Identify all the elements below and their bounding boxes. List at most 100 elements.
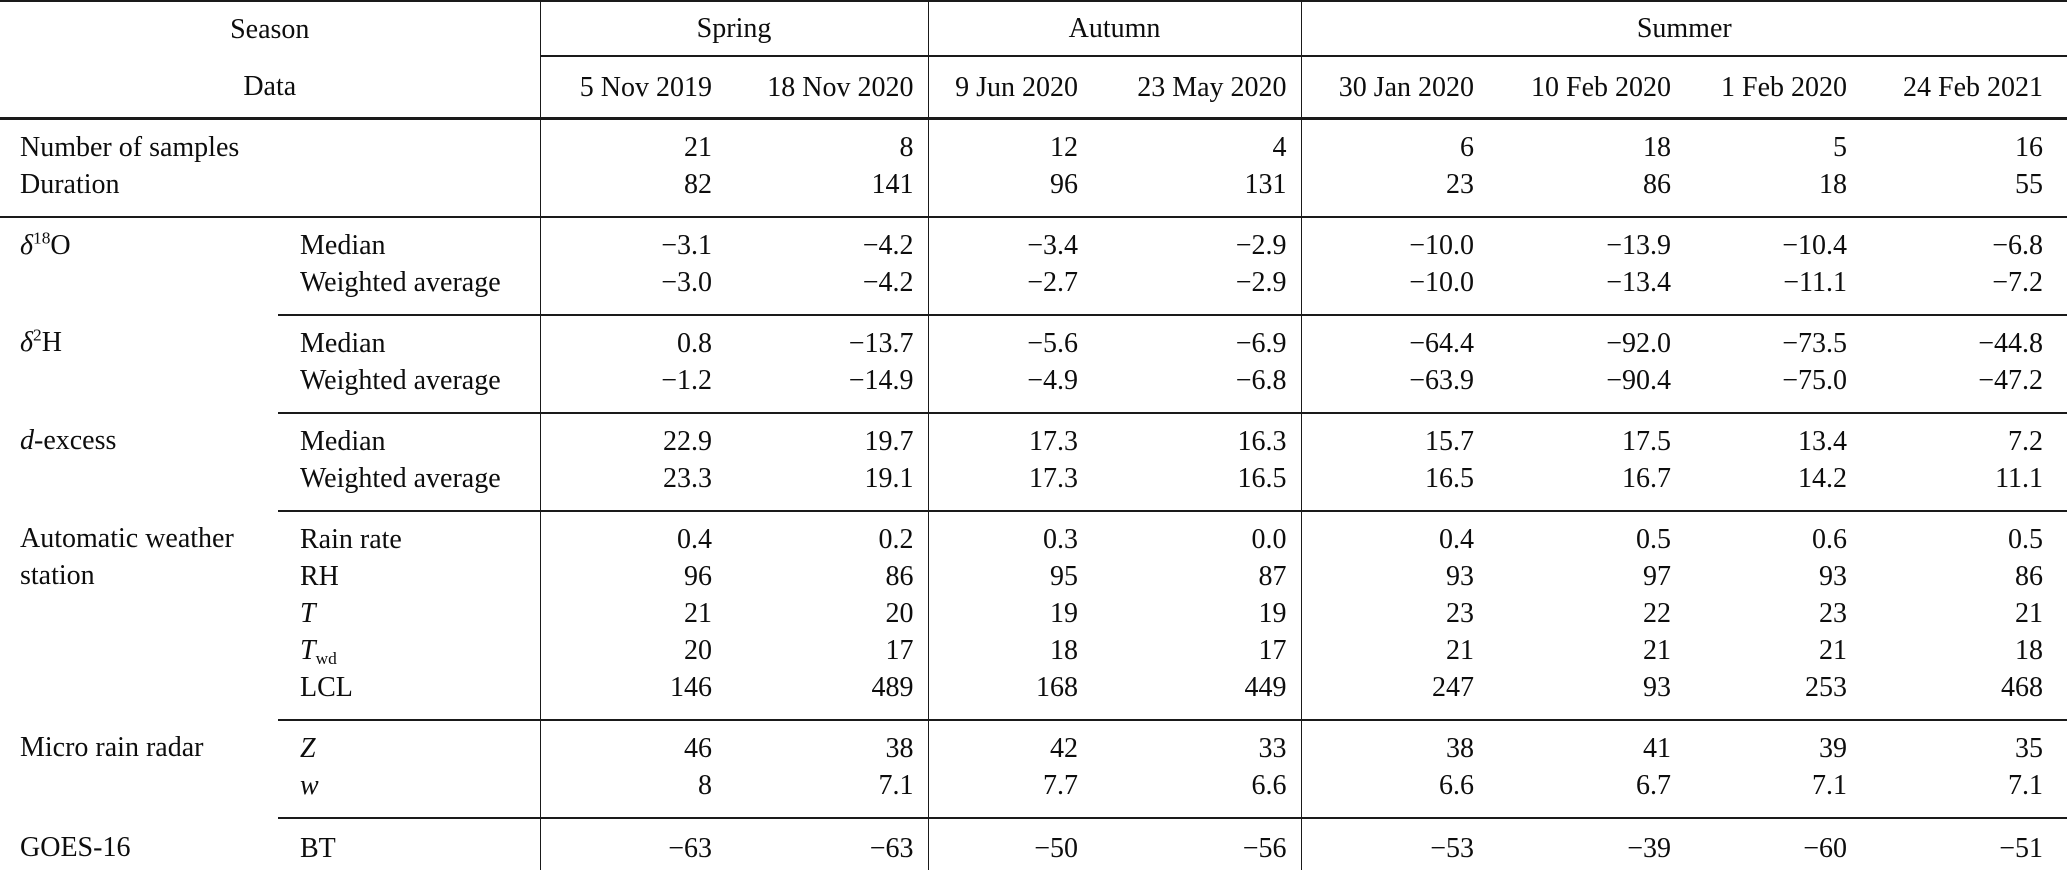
- wetbulb-subscript: wd: [315, 648, 337, 668]
- value-cell: −64.4: [1300, 315, 1489, 362]
- value-cell: −4.2: [726, 264, 929, 316]
- value-cell: 8: [899, 132, 914, 163]
- value-cell: −56: [1242, 833, 1287, 864]
- value-cell: 16.5: [1092, 460, 1302, 512]
- value-cell: 12: [927, 118, 1093, 166]
- value-cell: −60: [1803, 833, 1848, 864]
- value-cell: −10.0: [1300, 217, 1489, 264]
- value-cell: 16.3: [1237, 426, 1287, 457]
- value-cell: 21: [2015, 598, 2044, 629]
- value-cell: 97: [1643, 561, 1672, 592]
- table-row: RH 96 86 95 87 93 97 93 86: [0, 558, 2067, 595]
- value-cell: 247: [1300, 669, 1489, 721]
- value-cell: 96: [539, 558, 727, 595]
- date-column-header: 30 Jan 2020: [1300, 56, 1489, 120]
- value-cell: 131: [1092, 166, 1302, 218]
- row-metric-label: T: [278, 595, 540, 632]
- value-cell: −3.1: [539, 217, 727, 264]
- value-cell: −53: [1300, 818, 1489, 870]
- value-cell: 16.7: [1488, 460, 1686, 512]
- value-cell: 96: [927, 166, 1093, 218]
- row-metric-label: [278, 166, 541, 218]
- value-cell: −4.2: [862, 230, 914, 261]
- value-cell: −63: [869, 833, 914, 864]
- value-cell: 0.8: [539, 315, 727, 362]
- temperature-symbol: T: [300, 635, 316, 666]
- date-header-row: Data 5 Nov 2019 18 Nov 2020 9 Jun 2020 2…: [0, 56, 2067, 120]
- value-cell: 55: [1861, 166, 2067, 218]
- value-cell: 0.4: [1300, 511, 1489, 558]
- value-cell: 0.5: [1636, 524, 1672, 555]
- table-row: Number of samples 21 8 12 4 6 18 5 16: [0, 118, 2067, 167]
- date-column-header: 1 Feb 2020: [1685, 56, 1862, 120]
- date-column-header: 23 May 2020: [1092, 56, 1302, 120]
- value-cell: −3.4: [927, 217, 1093, 264]
- value-cell: −3.0: [539, 264, 727, 316]
- element-symbol: H: [41, 327, 62, 358]
- value-cell: 21: [539, 595, 727, 632]
- value-cell: −2.9: [1235, 230, 1287, 261]
- row-metric-label: Weighted average: [278, 460, 541, 512]
- value-cell: 20: [885, 598, 914, 629]
- date-column-header: 5 Nov 2019: [539, 56, 727, 120]
- value-cell: −6.9: [1235, 328, 1287, 359]
- row-metric-label: Median: [300, 426, 386, 457]
- isotope-superscript: 2: [33, 325, 42, 345]
- value-cell: 95: [927, 558, 1093, 595]
- value-cell: 17.3: [927, 460, 1093, 512]
- reflectivity-symbol: Z: [300, 733, 316, 764]
- value-cell: 82: [539, 166, 727, 218]
- value-cell: 6.6: [1300, 767, 1489, 819]
- group-mrr: Micro rain radar Z 46 38 42 33 38 41 39 …: [0, 720, 2067, 819]
- value-cell: 22.9: [539, 413, 727, 460]
- value-cell: −50: [927, 818, 1093, 870]
- value-cell: 0.4: [539, 511, 727, 558]
- value-cell: −1.2: [539, 362, 727, 414]
- row-metric-label: [278, 119, 540, 167]
- value-cell: 23: [1819, 598, 1848, 629]
- value-cell: 21: [539, 118, 727, 166]
- value-cell: 21: [1643, 635, 1672, 666]
- value-cell: 449: [1092, 669, 1302, 721]
- value-cell: 4: [1272, 132, 1287, 163]
- group-delta2h: δ2H Median 0.8 −13.7 −5.6 −6.9 −64.4 −92…: [0, 315, 2067, 414]
- fall-velocity-symbol: w: [300, 770, 319, 801]
- value-cell: 7.1: [726, 767, 929, 819]
- value-cell: 16: [2015, 132, 2044, 163]
- group-label-aws: Automatic weather station: [20, 523, 234, 591]
- value-cell: −2.7: [927, 264, 1093, 316]
- season-header-row: Season Spring Autumn Summer: [0, 1, 2067, 57]
- date-column-header: 9 Jun 2020: [927, 56, 1093, 120]
- value-cell: 8: [539, 767, 727, 819]
- table-row: δ18O Median −3.1 −4.2 −3.4 −2.9 −10.0 −1…: [0, 217, 2067, 264]
- value-cell: 17: [885, 635, 914, 666]
- value-cell: 86: [885, 561, 914, 592]
- value-cell: −39: [1627, 833, 1672, 864]
- value-cell: 23: [1300, 166, 1489, 218]
- date-column-header: 10 Feb 2020: [1488, 56, 1686, 120]
- value-cell: 489: [726, 669, 929, 721]
- row-metric-label: RH: [300, 561, 339, 592]
- isotope-superscript: 18: [33, 228, 51, 248]
- value-cell: −13.9: [1606, 230, 1672, 261]
- value-cell: 38: [885, 733, 914, 764]
- value-cell: 253: [1685, 669, 1862, 721]
- value-cell: 23: [1300, 595, 1489, 632]
- value-cell: −13.4: [1488, 264, 1686, 316]
- value-cell: −92.0: [1606, 328, 1672, 359]
- value-cell: 16.5: [1300, 460, 1489, 512]
- value-cell: 21: [1300, 632, 1489, 669]
- row-metric-label: Weighted average: [278, 264, 541, 316]
- row-metric-label: Weighted average: [278, 362, 541, 414]
- value-cell: −7.2: [1861, 264, 2067, 316]
- value-cell: 86: [1488, 166, 1686, 218]
- value-cell: 19: [927, 595, 1093, 632]
- value-cell: 33: [1258, 733, 1287, 764]
- value-cell: 11.1: [1861, 460, 2067, 512]
- value-cell: 42: [927, 720, 1093, 767]
- season-header-label: Season: [230, 13, 310, 45]
- value-cell: 141: [726, 166, 929, 218]
- row-metric-label: Twd: [278, 632, 540, 669]
- value-cell: 17.3: [927, 413, 1093, 460]
